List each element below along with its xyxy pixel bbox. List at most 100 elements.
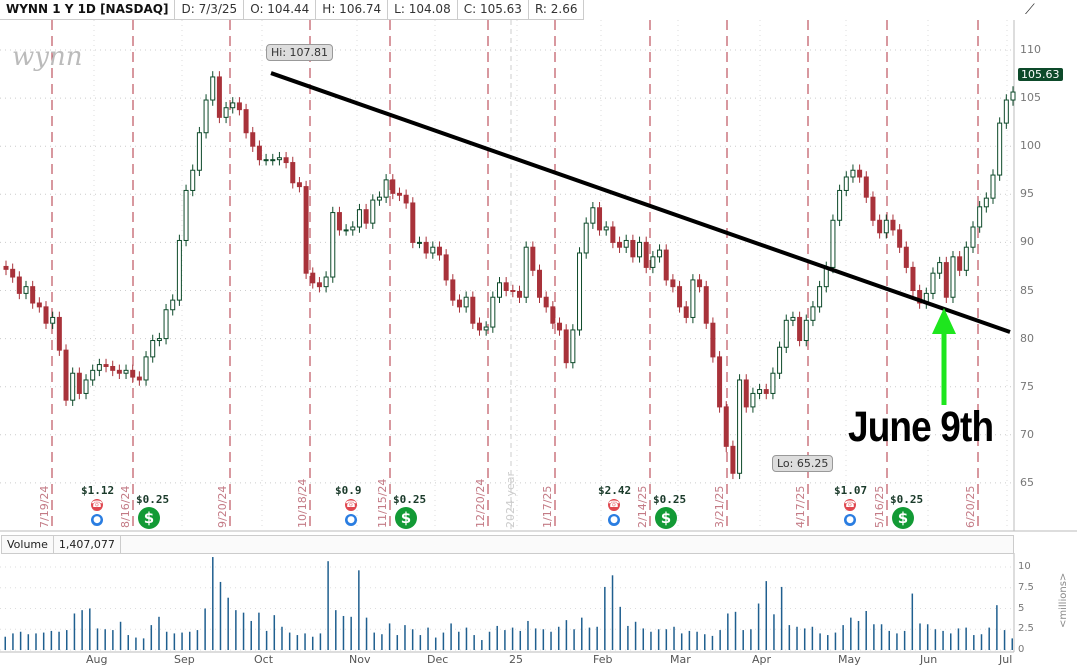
symbol-title: WYNN 1 Y 1D [NASDAQ] bbox=[0, 0, 176, 19]
candle-body bbox=[443, 254, 449, 281]
candle-body bbox=[16, 276, 22, 294]
volume-value: 1,407,077 bbox=[54, 536, 121, 553]
volume-bar bbox=[350, 616, 352, 650]
earnings-phone-icon: ☎ bbox=[91, 499, 103, 511]
volume-bar bbox=[81, 610, 83, 650]
candle-body bbox=[330, 212, 336, 278]
volume-bar bbox=[89, 608, 91, 650]
volume-bar bbox=[373, 632, 375, 650]
volume-bar bbox=[19, 631, 22, 650]
volume-bar bbox=[588, 627, 591, 650]
y-tick-label: 80 bbox=[1020, 331, 1034, 345]
candle-body bbox=[76, 372, 82, 394]
candle-body bbox=[523, 246, 529, 298]
y-tick-label: 105 bbox=[1020, 91, 1041, 105]
candle-body bbox=[563, 329, 569, 364]
candle-body bbox=[376, 196, 382, 201]
candle-body bbox=[837, 189, 843, 221]
volume-bar bbox=[519, 630, 522, 650]
candle-body bbox=[123, 369, 129, 374]
volume-bar bbox=[811, 626, 814, 650]
candle-body bbox=[470, 296, 476, 324]
volume-bar bbox=[596, 626, 598, 650]
volume-bar bbox=[411, 629, 414, 650]
candle-body bbox=[250, 132, 256, 147]
volume-bar bbox=[135, 637, 137, 650]
candle-body bbox=[817, 286, 823, 308]
candle-body bbox=[436, 246, 442, 256]
volume-bar bbox=[719, 630, 721, 650]
volume-bar bbox=[857, 620, 860, 650]
volume-bar bbox=[888, 630, 891, 650]
candle-body bbox=[23, 286, 29, 294]
candle-body bbox=[657, 249, 663, 258]
volume-bar bbox=[680, 633, 683, 650]
volume-bar bbox=[534, 628, 537, 650]
volume-bar bbox=[327, 561, 329, 650]
candle-body bbox=[343, 229, 349, 232]
volume-bar bbox=[150, 625, 153, 650]
candle-body bbox=[943, 262, 949, 298]
volume-bar bbox=[319, 633, 322, 650]
candle-body bbox=[617, 241, 623, 248]
volume-bar bbox=[142, 638, 145, 650]
candle-body bbox=[623, 239, 629, 248]
green-arrow-head bbox=[932, 308, 956, 334]
candle-body bbox=[843, 176, 849, 191]
candle-body bbox=[483, 326, 489, 331]
candle-body bbox=[850, 169, 856, 178]
volume-bar bbox=[711, 635, 714, 650]
volume-bar bbox=[65, 630, 68, 650]
candle-body bbox=[723, 406, 729, 447]
candle-body bbox=[370, 199, 376, 224]
quote-header: WYNN 1 Y 1D [NASDAQ] D: 7/3/25 O: 104.44… bbox=[0, 0, 585, 20]
volume-bar bbox=[957, 628, 960, 650]
x-tick-label: Apr bbox=[752, 653, 772, 666]
dividend-dollar-icon: $ bbox=[892, 507, 914, 529]
quote-open: O: 104.44 bbox=[244, 0, 317, 19]
trend-draw-icon[interactable]: ⟋ bbox=[1025, 2, 1035, 18]
low-tooltip: Lo: 65.25 bbox=[772, 455, 834, 472]
candle-body bbox=[103, 364, 109, 367]
candle-body bbox=[56, 316, 62, 351]
last-price-badge: 105.63 bbox=[1018, 68, 1063, 81]
june-9th-callout: June 9th bbox=[848, 403, 994, 451]
volume-bar bbox=[273, 615, 276, 650]
x-tick-label: Aug bbox=[86, 653, 108, 666]
volume-bar bbox=[419, 635, 422, 650]
quote-close: C: 105.63 bbox=[458, 0, 529, 19]
candle-body bbox=[857, 169, 863, 178]
earnings-phone-icon: ☎ bbox=[844, 499, 856, 511]
volume-bar bbox=[773, 614, 775, 650]
volume-bar bbox=[104, 629, 106, 650]
candle-body bbox=[783, 319, 789, 348]
volume-bar bbox=[311, 636, 314, 650]
candle-body bbox=[957, 256, 963, 271]
candle-body bbox=[290, 162, 296, 184]
earnings-phone-icon: ☎ bbox=[608, 499, 620, 511]
candle-body bbox=[903, 246, 909, 268]
candle-body bbox=[403, 194, 409, 204]
eps-label: $1.07 bbox=[834, 484, 868, 497]
candle-body bbox=[897, 229, 903, 248]
candle-body bbox=[170, 299, 176, 311]
volume-bar bbox=[112, 630, 114, 650]
candle-body bbox=[823, 266, 829, 288]
candle-body bbox=[717, 356, 723, 408]
volume-bar bbox=[4, 636, 6, 650]
volume-bar bbox=[288, 632, 291, 650]
candle-body bbox=[763, 389, 769, 394]
volume-bar bbox=[765, 581, 768, 650]
candle-body bbox=[803, 319, 809, 342]
volume-bar bbox=[903, 630, 906, 650]
volume-bar bbox=[427, 627, 429, 650]
volume-bar bbox=[788, 625, 791, 650]
wynn-logo: wynn bbox=[12, 42, 83, 72]
volume-bar bbox=[27, 634, 30, 650]
candle-body bbox=[637, 241, 643, 258]
candle-body bbox=[430, 246, 436, 254]
volume-bar bbox=[950, 633, 952, 650]
expiry-label: 2/14/25 bbox=[636, 485, 649, 528]
eps-label: $2.42 bbox=[598, 484, 632, 497]
